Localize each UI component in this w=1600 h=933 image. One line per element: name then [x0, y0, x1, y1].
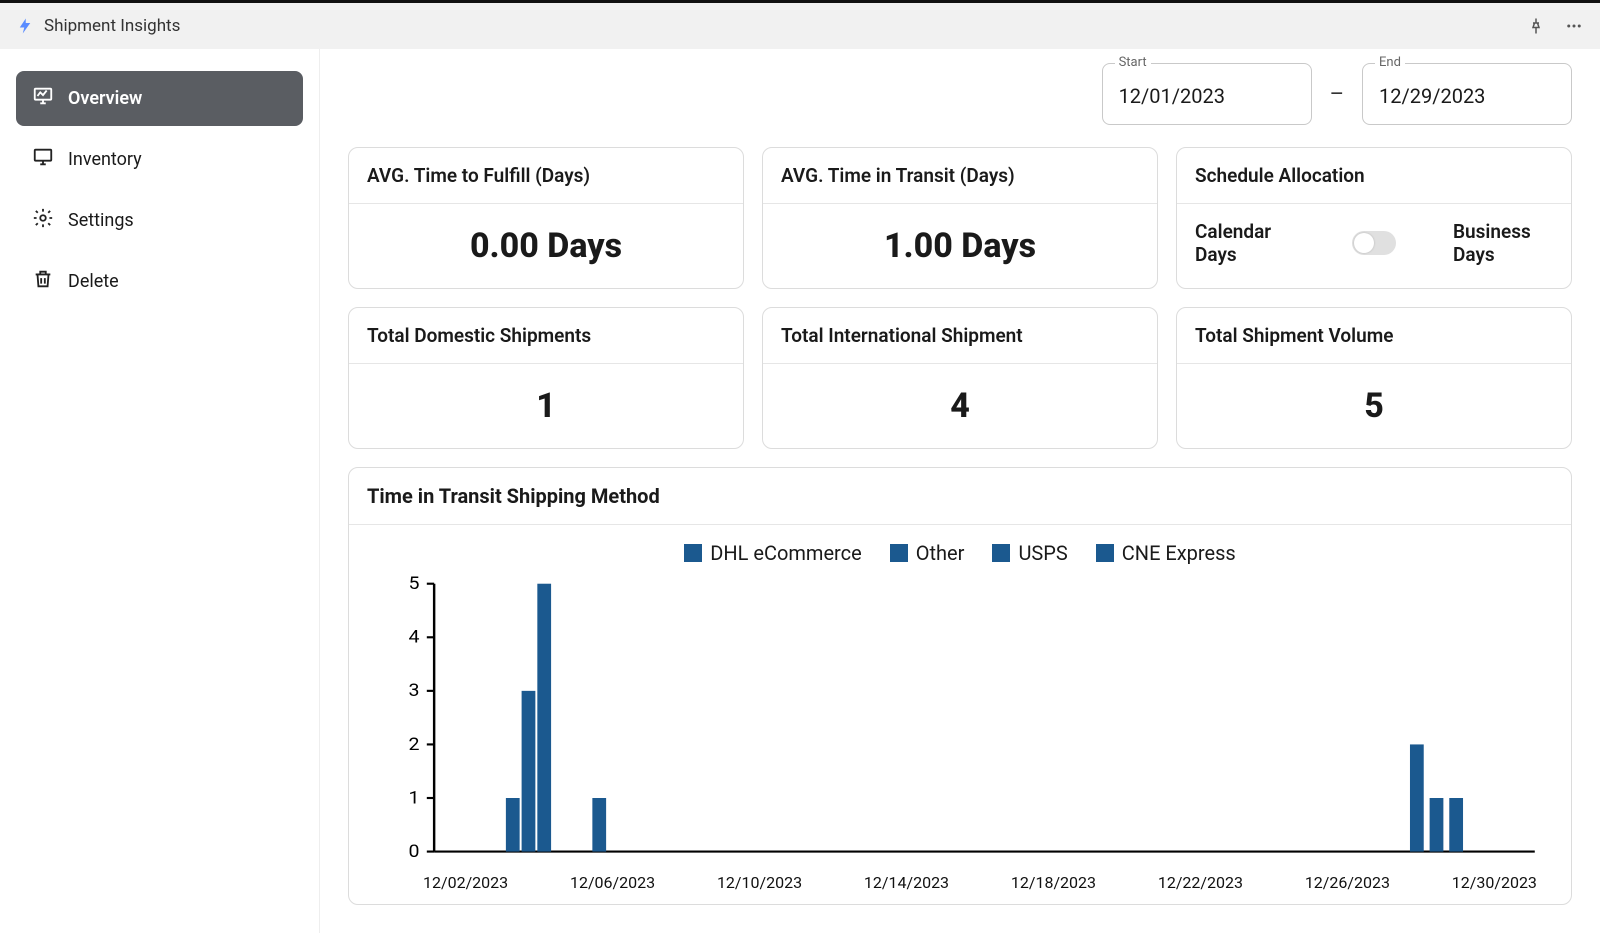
card-avg-transit: AVG. Time in Transit (Days) 1.00 Days [762, 147, 1158, 289]
svg-text:3: 3 [408, 681, 419, 701]
bar-chart: 0 1 2 3 4 5 [373, 573, 1547, 873]
legend-label: Other [916, 541, 965, 565]
sidebar-item-overview[interactable]: Overview [16, 71, 303, 126]
sidebar-item-label: Settings [68, 210, 134, 231]
legend-item[interactable]: CNE Express [1096, 541, 1236, 565]
legend-item[interactable]: USPS [992, 541, 1067, 565]
topbar-left: Shipment Insights [16, 16, 180, 36]
card-value: 4 [950, 386, 970, 426]
chart-bar[interactable] [506, 798, 520, 852]
card-title: AVG. Time in Transit (Days) [763, 148, 1157, 204]
card-value: 0.00 Days [470, 226, 622, 266]
card-title: Total International Shipment [763, 308, 1157, 364]
monitor-icon [32, 146, 54, 173]
svg-text:5: 5 [408, 574, 419, 594]
schedule-left-label: Calendar Days [1195, 220, 1295, 266]
chart-card-transit-method: Time in Transit Shipping Method DHL eCom… [348, 467, 1572, 905]
card-title: Schedule Allocation [1177, 148, 1571, 204]
card-value: 1 [536, 386, 556, 426]
x-axis-label: 12/18/2023 [1011, 873, 1096, 892]
chart-bar[interactable] [1410, 744, 1424, 851]
schedule-right-label: Business Days [1453, 220, 1553, 266]
x-axis-label: 12/10/2023 [717, 873, 802, 892]
chart-x-labels: 12/02/2023 12/06/2023 12/10/2023 12/14/2023… [423, 873, 1537, 892]
end-date-value: 12/29/2023 [1379, 84, 1555, 108]
chart-title: Time in Transit Shipping Method [349, 468, 1571, 525]
chart-legend: DHL eCommerce Other USPS CNE Express [349, 525, 1571, 573]
card-domestic: Total Domestic Shipments 1 [348, 307, 744, 449]
chart-bar[interactable] [537, 584, 551, 852]
x-axis-label: 12/02/2023 [423, 873, 508, 892]
x-axis-label: 12/06/2023 [570, 873, 655, 892]
legend-swatch [1096, 544, 1114, 562]
more-icon[interactable] [1564, 16, 1584, 36]
chart-area: 012345 12/02/202312/06/202312/10/202312/… [349, 573, 1571, 904]
schedule-toggle[interactable] [1352, 231, 1396, 255]
card-title: Total Domestic Shipments [349, 308, 743, 364]
chart-bar[interactable] [592, 798, 606, 852]
legend-swatch [684, 544, 702, 562]
date-range-separator: – [1330, 82, 1344, 107]
card-title: Total Shipment Volume [1177, 308, 1571, 364]
metrics-row-2: Total Domestic Shipments 1 Total Interna… [348, 307, 1572, 449]
svg-text:2: 2 [408, 735, 419, 755]
topbar: Shipment Insights [0, 3, 1600, 49]
legend-swatch [890, 544, 908, 562]
end-date-field[interactable]: End 12/29/2023 [1362, 63, 1572, 125]
sidebar-item-delete[interactable]: Delete [16, 254, 303, 309]
card-avg-fulfill: AVG. Time to Fulfill (Days) 0.00 Days [348, 147, 744, 289]
card-volume: Total Shipment Volume 5 [1176, 307, 1572, 449]
app-logo-icon [16, 17, 34, 35]
svg-text:4: 4 [408, 628, 419, 648]
card-international: Total International Shipment 4 [762, 307, 1158, 449]
sidebar-item-label: Overview [68, 88, 142, 109]
svg-text:1: 1 [408, 788, 419, 808]
card-value: 5 [1364, 386, 1384, 426]
svg-text:0: 0 [408, 842, 419, 862]
x-axis-label: 12/22/2023 [1158, 873, 1243, 892]
legend-swatch [992, 544, 1010, 562]
chart-bar[interactable] [1430, 798, 1444, 852]
legend-label: DHL eCommerce [710, 541, 862, 565]
topbar-right [1526, 16, 1584, 36]
legend-label: CNE Express [1122, 541, 1236, 565]
sidebar-item-label: Inventory [68, 149, 142, 170]
sidebar-item-settings[interactable]: Settings [16, 193, 303, 248]
start-date-label: Start [1115, 55, 1151, 70]
x-axis-label: 12/26/2023 [1305, 873, 1390, 892]
legend-item[interactable]: Other [890, 541, 965, 565]
gear-icon [32, 207, 54, 234]
pin-icon[interactable] [1526, 16, 1546, 36]
start-date-field[interactable]: Start 12/01/2023 [1102, 63, 1312, 125]
legend-item[interactable]: DHL eCommerce [684, 541, 862, 565]
legend-label: USPS [1018, 541, 1067, 565]
card-title: AVG. Time to Fulfill (Days) [349, 148, 743, 204]
chart-bar[interactable] [522, 691, 536, 852]
trash-icon [32, 268, 54, 295]
date-range-row: Start 12/01/2023 – End 12/29/2023 [348, 63, 1572, 125]
sidebar-item-label: Delete [68, 271, 119, 292]
x-axis-label: 12/30/2023 [1452, 873, 1537, 892]
app-frame: Shipment Insights Overview [0, 0, 1600, 933]
chart-monitor-icon [32, 85, 54, 112]
sidebar: Overview Inventory Settings Delete [0, 49, 320, 933]
start-date-value: 12/01/2023 [1119, 84, 1295, 108]
app-title: Shipment Insights [44, 16, 180, 36]
end-date-label: End [1375, 55, 1405, 70]
metrics-row-1: AVG. Time to Fulfill (Days) 0.00 Days AV… [348, 147, 1572, 289]
x-axis-label: 12/14/2023 [864, 873, 949, 892]
main-content: Start 12/01/2023 – End 12/29/2023 AVG. T… [320, 49, 1600, 933]
chart-bar[interactable] [1449, 798, 1463, 852]
card-schedule-allocation: Schedule Allocation Calendar Days Busine… [1176, 147, 1572, 289]
card-value: 1.00 Days [884, 226, 1036, 266]
sidebar-item-inventory[interactable]: Inventory [16, 132, 303, 187]
